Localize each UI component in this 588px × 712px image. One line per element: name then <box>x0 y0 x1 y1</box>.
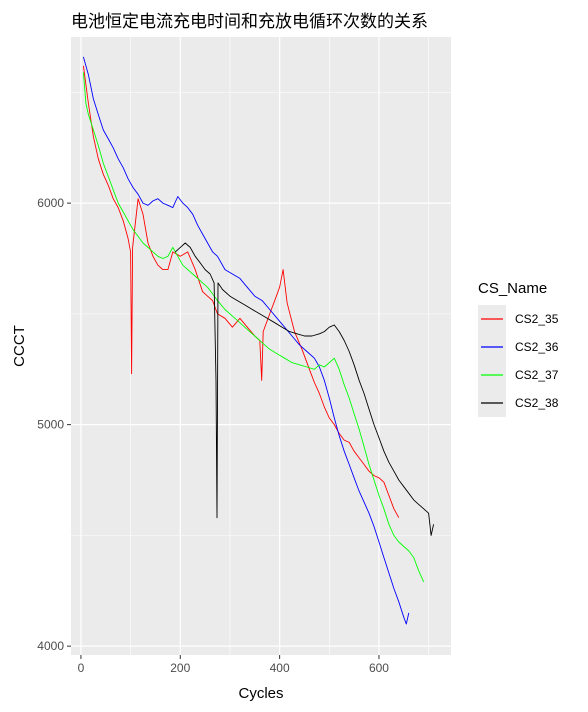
legend-items: CS2_35 CS2_36 CS2_37 CS2_38 <box>481 312 559 410</box>
legend-label: CS2_35 <box>515 312 559 326</box>
grid-minor-lines <box>71 37 451 655</box>
y-axis-title: CCCT <box>11 325 28 367</box>
series-lines <box>82 56 435 625</box>
y-axis-ticks: 4000 5000 6000 <box>37 196 71 653</box>
series-line-cs2-35 <box>82 65 400 518</box>
legend-label: CS2_36 <box>515 340 559 354</box>
y-tick-label: 6000 <box>37 196 64 210</box>
x-axis-ticks: 0 200 400 600 <box>78 655 389 675</box>
grid-major-lines <box>71 37 451 655</box>
x-tick-label: 600 <box>369 661 389 675</box>
series-line-cs2-36 <box>82 56 410 625</box>
legend: CS_Name CS2_35 CS2_36 CS2_37 CS2_38 <box>478 280 559 417</box>
legend-title: CS_Name <box>478 280 547 297</box>
series-line-cs2-38 <box>174 242 435 536</box>
chart-title: 电池恒定电流充电时间和充放电循环次数的关系 <box>71 12 428 32</box>
y-tick-label: 5000 <box>37 418 64 432</box>
legend-label: CS2_37 <box>515 368 559 382</box>
series-line-cs2-37 <box>82 72 425 583</box>
legend-label: CS2_38 <box>515 396 559 410</box>
plot-panel <box>71 37 451 655</box>
x-tick-label: 400 <box>270 661 290 675</box>
x-tick-label: 200 <box>170 661 190 675</box>
y-tick-label: 4000 <box>37 639 64 653</box>
x-axis-title: Cycles <box>238 685 283 702</box>
x-tick-label: 0 <box>78 661 85 675</box>
legend-key-background <box>478 305 506 417</box>
